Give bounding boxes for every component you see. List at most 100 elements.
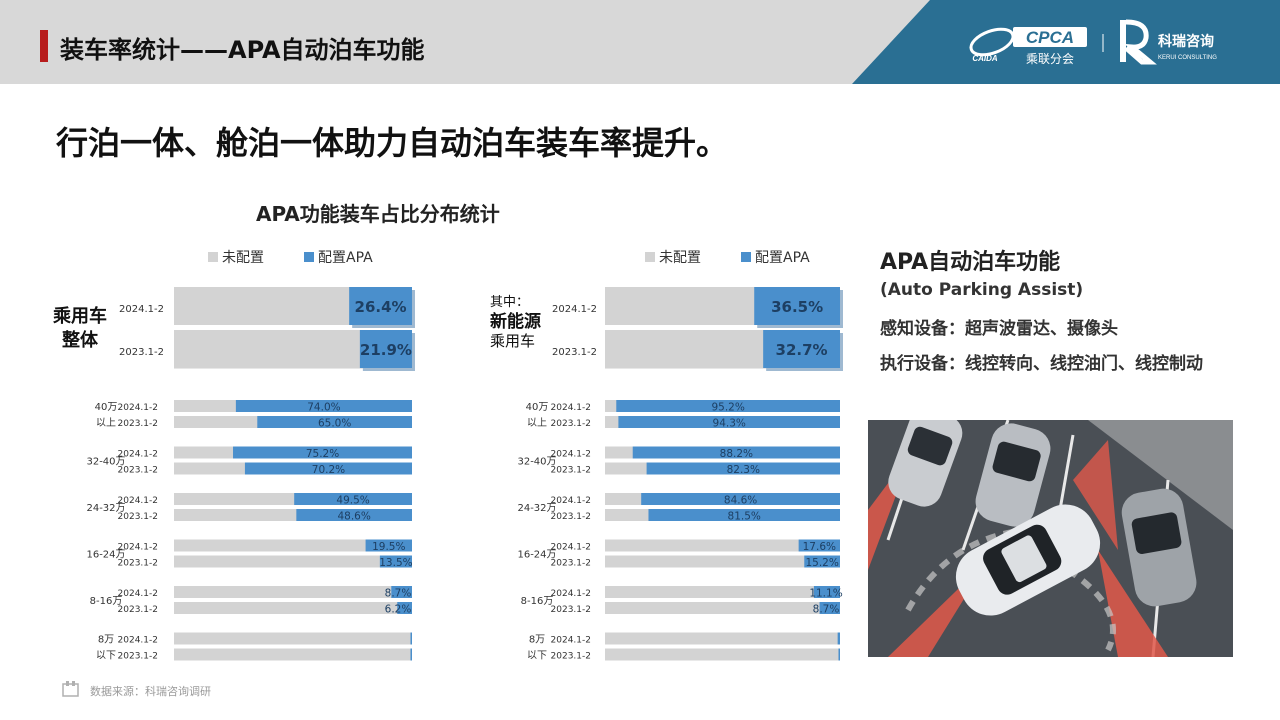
band-label: 以下	[96, 651, 116, 662]
bar-value-label: 15.2%	[805, 557, 838, 569]
info-subtitle: (Auto Parking Assist)	[880, 280, 1084, 300]
period-label: 2023.1-2	[551, 419, 591, 429]
legend-swatch-unconfigured	[208, 252, 218, 262]
parking-photo	[868, 420, 1233, 657]
bar-configured	[349, 287, 412, 325]
bar-value-label: 32.7%	[776, 341, 828, 359]
parked-car-1	[888, 420, 963, 507]
chart-title: APA功能装车占比分布统计	[256, 202, 500, 226]
bar-value-label: 94.3%	[713, 418, 746, 430]
kerui-sub-text: KERUI CONSULTING	[1158, 55, 1217, 61]
bar-configured	[763, 330, 840, 368]
cpca-mark-text: CAIDA	[972, 54, 998, 63]
period-label: 2023.1-2	[118, 605, 158, 615]
bar-value-label: 95.2%	[711, 402, 744, 414]
period-label: 2024.1-2	[118, 496, 158, 506]
period-label: 2024.1-2	[551, 403, 591, 413]
legend-label-configured: 配置APA	[755, 250, 810, 266]
bar-configured	[648, 509, 840, 521]
bar-value-label: 81.5%	[728, 511, 761, 523]
period-label: 2023.1-2	[551, 559, 591, 569]
bar-configured	[641, 493, 840, 505]
bar-configured	[397, 602, 412, 614]
parked-car-2	[975, 423, 1051, 527]
info-panel: APA自动泊车功能 (Auto Parking Assist) 感知设备：超声波…	[880, 244, 1203, 374]
period-label: 2023.1-2	[118, 419, 158, 429]
band-label: 8万	[529, 635, 545, 646]
bar-unconfigured	[605, 632, 840, 645]
cpca-logo: CPCA 乘联分会 CAIDA	[969, 27, 1087, 66]
bar-value-label: 36.5%	[771, 298, 823, 316]
legend-swatch-configured	[741, 252, 751, 262]
curb-area	[1088, 420, 1233, 530]
cpca-sub-text: 乘联分会	[1026, 52, 1074, 66]
period-label: 2024.1-2	[551, 450, 591, 460]
group-label: 新能源	[490, 311, 541, 332]
period-label: 2023.1-2	[552, 347, 597, 358]
headline: 行泊一体、舱泊一体助力自动泊车装车率提升。	[56, 124, 729, 162]
bar-configured	[233, 446, 412, 459]
bar-configured	[296, 509, 412, 521]
bar-value-label: 8.7%	[813, 604, 840, 616]
band-label: 32-40万	[86, 457, 125, 468]
bar-configured	[813, 586, 840, 598]
kerui-text: 科瑞咨询	[1158, 33, 1214, 50]
bar-unconfigured	[174, 632, 412, 645]
bar-value-label: 74.0%	[307, 402, 340, 414]
bar-value-label: 88.2%	[720, 448, 753, 460]
period-label: 2024.1-2	[118, 403, 158, 413]
bar-value-label: 70.2%	[312, 464, 345, 476]
bar-value-label: 65.0%	[318, 418, 351, 430]
header-accent	[40, 30, 48, 62]
page-title: 装车率统计——APA自动泊车功能	[60, 36, 425, 64]
bar-configured	[359, 330, 412, 368]
bar-configured	[754, 287, 840, 325]
period-label: 2023.1-2	[118, 466, 158, 476]
period-label: 2024.1-2	[551, 496, 591, 506]
bar-configured	[257, 416, 412, 428]
bar-configured	[244, 462, 412, 475]
group-label: 乘用车	[52, 305, 107, 327]
bar-unconfigured	[605, 602, 840, 614]
moving-car	[955, 504, 1101, 616]
info-title: APA自动泊车功能	[880, 250, 1061, 275]
band-label: 24-32万	[517, 503, 556, 514]
legend-label-unconfigured: 未配置	[659, 250, 701, 266]
cpca-box	[1013, 27, 1087, 47]
period-label: 2024.1-2	[118, 589, 158, 599]
period-label: 2023.1-2	[118, 512, 158, 522]
bar-configured	[618, 416, 840, 428]
period-label: 2024.1-2	[551, 636, 591, 646]
bar-configured	[838, 648, 840, 661]
info-actuation: 执行设备：线控转向、线控油门、线控制动	[880, 354, 1203, 374]
period-label: 2024.1-2	[118, 543, 158, 553]
band-label: 32-40万	[517, 457, 556, 468]
band-label: 以上	[96, 417, 116, 429]
legend-swatch-unconfigured	[645, 252, 655, 262]
bar-unconfigured	[605, 555, 840, 568]
group-label: 乘用车	[490, 332, 535, 350]
bar-unconfigured	[174, 586, 412, 598]
brand-band: CPCA 乘联分会 CAIDA 科瑞咨询 KERUI CONSULTING	[852, 0, 1280, 84]
sensor-zone-side	[1073, 440, 1118, 550]
period-label: 2024.1-2	[118, 636, 158, 646]
period-label: 2024.1-2	[552, 304, 597, 315]
cpca-text: CPCA	[1026, 28, 1074, 47]
bar-configured	[798, 539, 840, 552]
kerui-mark-icon	[1120, 20, 1126, 62]
period-label: 2023.1-2	[118, 559, 158, 569]
source-icon	[62, 681, 79, 697]
bar-unconfigured	[174, 602, 412, 614]
bar-unconfigured	[174, 648, 412, 661]
legend-label-unconfigured: 未配置	[222, 250, 264, 266]
band-label: 40万	[95, 402, 118, 413]
bar-value-label: 82.3%	[727, 464, 760, 476]
bar-value-label: 11.1%	[809, 588, 842, 600]
bar-value-label: 17.6%	[803, 541, 836, 553]
bar-configured	[294, 493, 412, 505]
bar-value-label: 84.6%	[724, 495, 757, 507]
band-label: 8-16万	[90, 596, 123, 607]
band-label: 16-24万	[86, 550, 125, 561]
source-note: 数据来源：科瑞咨询调研	[90, 685, 211, 698]
bar-configured	[391, 586, 412, 598]
